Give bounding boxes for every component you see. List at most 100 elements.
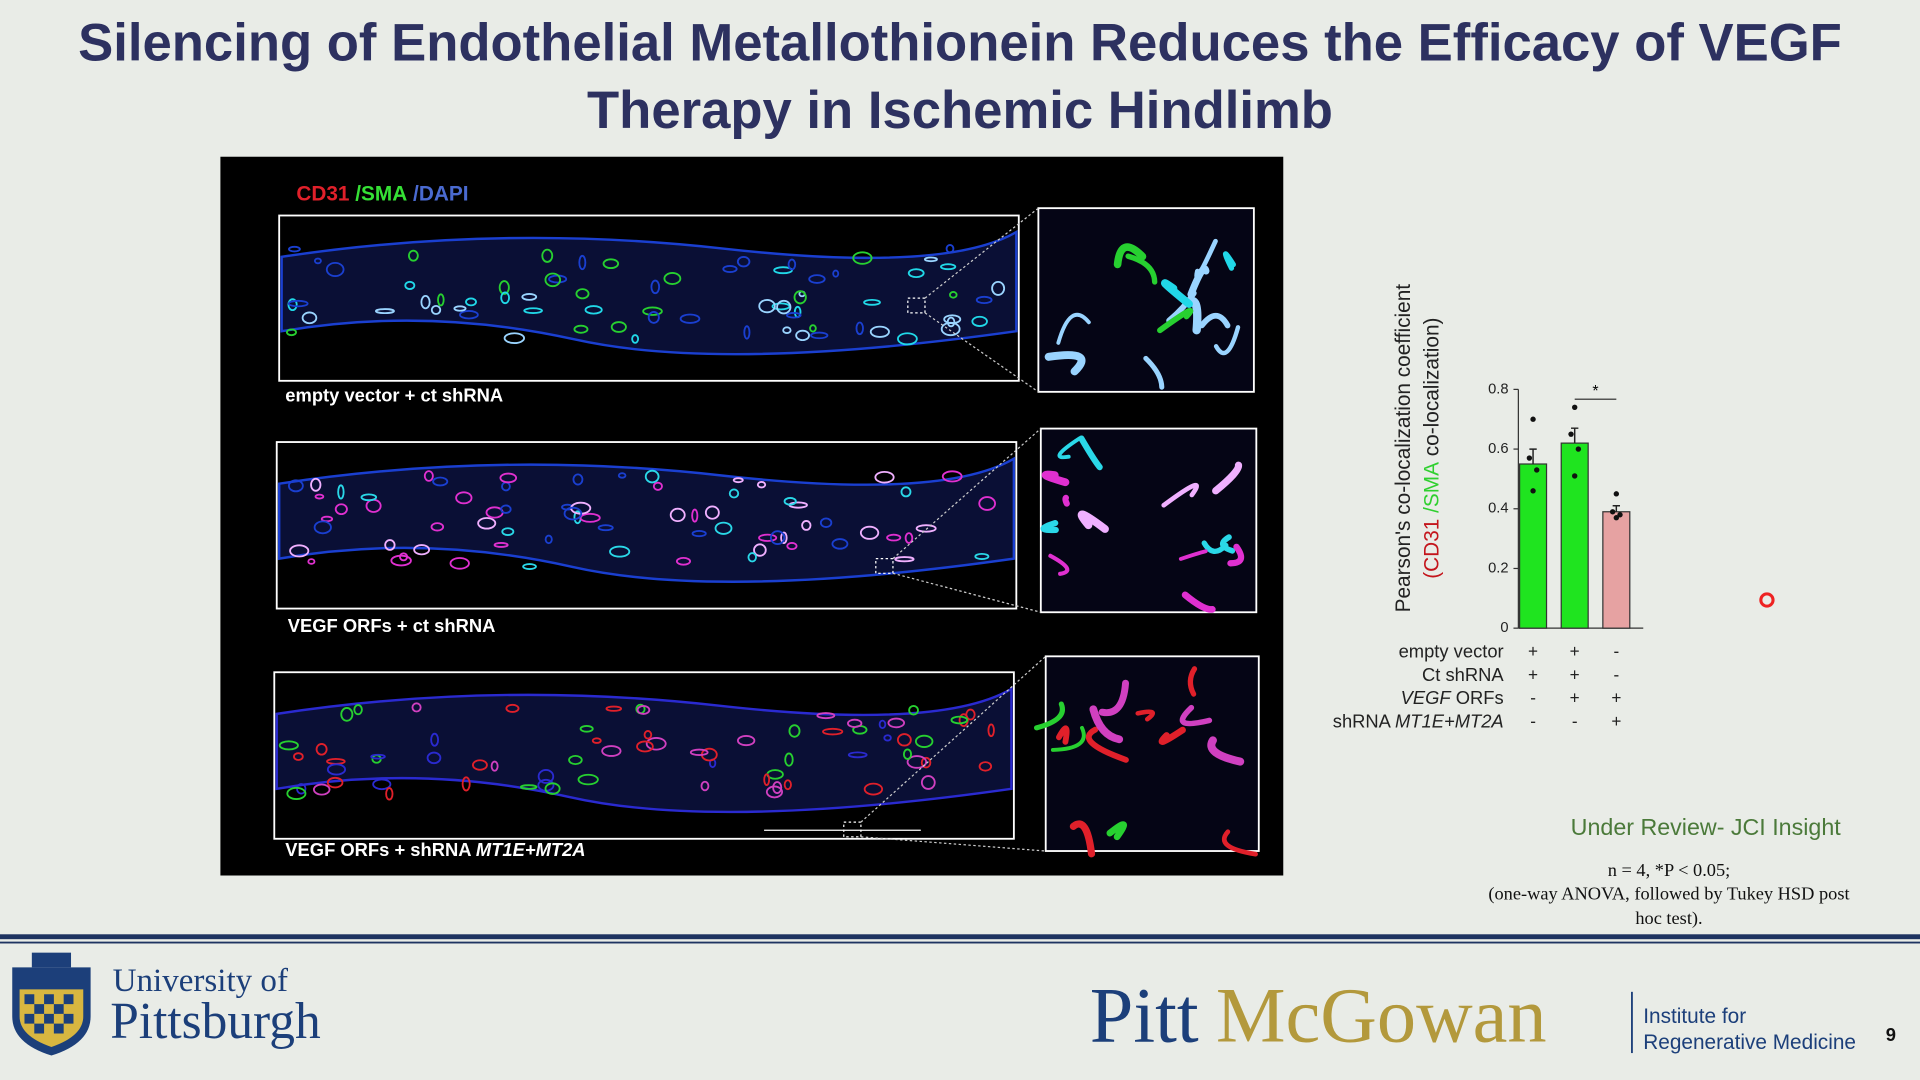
cell	[537, 769, 555, 784]
cell	[801, 520, 812, 531]
cell	[771, 302, 791, 311]
condition-sign: -	[1613, 641, 1619, 661]
zoom-structure	[1187, 666, 1198, 697]
cell	[991, 280, 1006, 296]
cell	[783, 497, 797, 506]
cell	[780, 531, 788, 545]
cell	[869, 325, 890, 338]
condition-sign: -	[1572, 711, 1578, 731]
data-point	[1609, 509, 1616, 515]
cell	[455, 491, 473, 505]
significance: *	[1592, 383, 1598, 400]
condition-sign: +	[1528, 664, 1538, 684]
cell	[810, 331, 829, 340]
cell	[375, 308, 395, 315]
label-part: VEGF ORFs + shRNA	[285, 839, 476, 860]
cell	[477, 517, 497, 530]
cell	[372, 778, 392, 791]
condition-sign: +	[1570, 641, 1580, 661]
cell	[784, 752, 794, 767]
cell	[314, 493, 325, 500]
cell	[732, 477, 744, 484]
divider	[0, 941, 1920, 944]
zoom-structure	[1157, 307, 1194, 334]
label-part: CD31	[1420, 519, 1443, 572]
panel-label: VEGF ORFs + ct shRNA	[288, 615, 496, 636]
data-point	[1530, 488, 1536, 494]
label-part: empty vector	[1399, 640, 1504, 661]
cell	[426, 751, 442, 765]
title: Therapy in Ischemic Hindlimb	[587, 81, 1333, 140]
cell	[689, 748, 709, 756]
panel-label: empty vector + ct shRNA	[285, 385, 503, 406]
cell	[493, 542, 509, 548]
cell	[788, 724, 801, 738]
y-tick-label: 0.6	[1488, 441, 1508, 457]
data-point	[1617, 512, 1623, 518]
bar-chart: 0 0.2 0.4 0.6 0.8 * empty vector + + - Ct shRNA + + -…	[1333, 381, 1644, 731]
cell	[293, 752, 304, 761]
zoom-structure	[1227, 543, 1245, 567]
cell	[809, 324, 817, 333]
zoom-structure	[1135, 709, 1156, 722]
cell	[978, 496, 996, 511]
cell	[499, 472, 518, 484]
cell	[437, 293, 445, 307]
cell	[575, 288, 590, 300]
label-part: VEGF	[1401, 687, 1453, 708]
cell	[914, 734, 934, 748]
cell	[544, 782, 561, 795]
cell	[579, 724, 594, 733]
cell	[430, 304, 442, 315]
cell	[974, 552, 990, 561]
zoom-structure	[1048, 553, 1070, 576]
inset-link	[892, 572, 1041, 613]
cell	[399, 552, 409, 562]
cell	[704, 505, 720, 520]
cell	[736, 256, 751, 268]
panel-label: VEGF ORFs + shRNA MT1E+MT2A	[285, 839, 585, 860]
cell	[296, 783, 307, 795]
cell	[736, 735, 756, 747]
condition-label: shRNA MT1E+MT2A	[1333, 710, 1504, 731]
cell	[793, 290, 807, 305]
page-number: 9	[1886, 1024, 1896, 1045]
cell	[897, 332, 918, 346]
cell	[679, 313, 701, 324]
cell	[461, 776, 471, 792]
cell	[831, 538, 849, 550]
university-shield	[12, 952, 91, 1056]
cell	[500, 504, 512, 514]
cell	[288, 245, 301, 253]
cell	[758, 533, 778, 542]
zoom-structure	[1212, 461, 1243, 495]
zoom-structure	[1041, 470, 1070, 487]
cell	[642, 306, 663, 316]
condition-sign: +	[1570, 688, 1580, 708]
cell	[772, 781, 783, 794]
condition-sign: +	[1570, 664, 1580, 684]
zoom-structure	[1050, 725, 1086, 752]
inset-link	[860, 655, 1047, 823]
cell	[753, 543, 767, 557]
cell	[904, 532, 914, 544]
zoom-structure	[1085, 726, 1129, 763]
cell	[652, 481, 663, 491]
inset-box	[875, 558, 894, 574]
cell	[572, 473, 584, 486]
review-status: Under Review- JCI Insight	[1571, 814, 1842, 840]
cell	[289, 544, 310, 558]
cell	[886, 533, 902, 542]
cell	[691, 508, 699, 523]
cell	[941, 470, 963, 483]
cell	[541, 248, 554, 263]
cell	[278, 740, 299, 751]
cell	[631, 334, 640, 344]
data-point	[1572, 404, 1578, 410]
cell	[285, 328, 297, 337]
cell	[894, 556, 915, 563]
cell	[449, 557, 470, 570]
cell	[787, 258, 797, 271]
cell	[763, 773, 771, 787]
cell	[722, 265, 738, 274]
